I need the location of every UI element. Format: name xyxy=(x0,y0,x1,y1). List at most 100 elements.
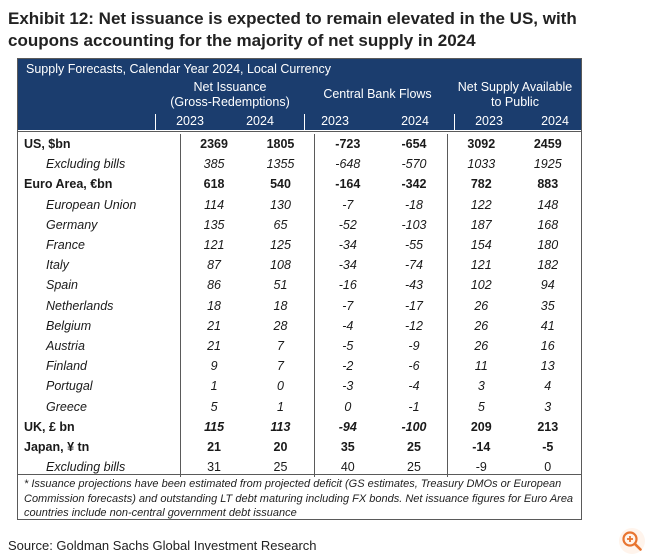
year-header: 2024 xyxy=(401,114,429,128)
cell: 187 xyxy=(447,214,515,235)
row-label: Netherlands xyxy=(46,298,114,313)
table-row: Germany 135 65 -52 -103 187 168 xyxy=(18,214,581,235)
cell: 5 xyxy=(447,396,515,417)
cell: 0 xyxy=(313,396,381,417)
cell: 87 xyxy=(179,255,248,276)
table-row: Japan, ¥ tn 21 20 35 25 -14 -5 xyxy=(18,436,581,457)
cell: 0 xyxy=(277,379,284,394)
net-supply-header: Net Supply Available to Public xyxy=(450,80,580,110)
table-row: Spain 86 51 -16 -43 102 94 xyxy=(18,275,581,296)
table-row: US, $bn 2369 1805 -723 -654 3092 2459 xyxy=(18,134,581,155)
cell: -34 xyxy=(313,255,381,276)
net-issuance-header: Net Issuance (Gross-Redemptions) xyxy=(155,80,305,110)
cell: 41 xyxy=(540,318,555,333)
table-row: Finland 9 7 -2 -6 11 13 xyxy=(18,356,581,377)
cell: 9 xyxy=(179,356,248,377)
cell: 154 xyxy=(447,234,515,256)
cell: 28 xyxy=(273,318,288,333)
exhibit-title: Exhibit 12: Net issuance is expected to … xyxy=(8,9,577,50)
year-header: 2024 xyxy=(246,114,274,128)
cell: 1033 xyxy=(447,154,515,175)
cell: -74 xyxy=(404,258,424,273)
net-supply-line2: to Public xyxy=(491,95,539,109)
cell: 108 xyxy=(270,258,291,273)
cell: 121 xyxy=(447,255,515,276)
central-bank-flows-header: Central Bank Flows xyxy=(323,87,432,101)
year-header: 2023 xyxy=(176,114,204,128)
cell: 540 xyxy=(270,177,291,192)
cell: -100 xyxy=(401,419,427,434)
row-label: Excluding bills xyxy=(46,460,126,475)
zoom-in-icon[interactable] xyxy=(619,528,645,554)
row-label: Euro Area, €bn xyxy=(24,177,113,192)
cell: 114 xyxy=(179,194,248,215)
row-label: UK, £ bn xyxy=(24,419,75,434)
cell: 1 xyxy=(277,399,284,414)
cell: -7 xyxy=(313,194,381,215)
cell: -6 xyxy=(408,359,420,374)
cell: 385 xyxy=(179,154,248,175)
table-row: European Union 114 130 -7 -18 122 148 xyxy=(18,194,581,215)
cell: -34 xyxy=(313,234,381,256)
row-label: US, $bn xyxy=(24,137,71,152)
year-header: 2023 xyxy=(321,114,349,128)
cell: 21 xyxy=(179,436,248,457)
cell: 2369 xyxy=(179,134,248,155)
table-row: Netherlands 18 18 -7 -17 26 35 xyxy=(18,295,581,316)
row-label: Spain xyxy=(46,278,78,293)
row-label: Germany xyxy=(46,217,98,232)
column-divider xyxy=(454,114,455,130)
cell: 94 xyxy=(540,278,555,293)
cell: 102 xyxy=(447,275,515,296)
year-header: 2023 xyxy=(475,114,503,128)
cell: 0 xyxy=(544,460,552,475)
table-header: Supply Forecasts, Calendar Year 2024, Lo… xyxy=(18,59,581,130)
table-row: Excluding bills 385 1355 -648 -570 1033 … xyxy=(18,154,581,175)
cell: 65 xyxy=(273,217,288,232)
net-issuance-line2: (Gross-Redemptions) xyxy=(170,95,290,109)
cell: 25 xyxy=(407,460,421,475)
row-label: Excluding bills xyxy=(46,157,126,172)
cell: 25 xyxy=(407,439,421,454)
row-label: Finland xyxy=(46,359,87,374)
cell: 5 xyxy=(179,396,248,417)
cell: 130 xyxy=(270,197,291,212)
row-label: Austria xyxy=(46,338,85,353)
cell: 11 xyxy=(447,356,515,377)
source-note: Source: Goldman Sachs Global Investment … xyxy=(8,538,317,553)
year-header: 2024 xyxy=(541,114,569,128)
row-label: Belgium xyxy=(46,318,92,333)
cell: 148 xyxy=(537,197,559,212)
cell: 3092 xyxy=(447,134,515,155)
cell: 20 xyxy=(273,439,288,454)
cell: -648 xyxy=(313,154,381,175)
cell: 115 xyxy=(179,416,248,437)
cell: 125 xyxy=(270,238,291,253)
table-row: Greece 5 1 0 -1 5 3 xyxy=(18,396,581,417)
cell: 883 xyxy=(537,177,559,192)
table-row: France 121 125 -34 -55 154 180 xyxy=(18,234,581,256)
cell: 182 xyxy=(537,258,559,273)
cell: 13 xyxy=(540,359,555,374)
cell: 3 xyxy=(544,399,552,414)
footnote: * Issuance projections have been estimat… xyxy=(24,478,574,519)
row-label: Italy xyxy=(46,258,69,273)
cell: 31 xyxy=(179,457,248,478)
cell: -2 xyxy=(313,356,381,377)
cell: -9 xyxy=(408,338,420,353)
cell: -654 xyxy=(401,137,427,152)
cell: -103 xyxy=(401,217,427,232)
cell: 25 xyxy=(273,460,288,475)
cell: 35 xyxy=(313,436,381,457)
table-row: Belgium 21 28 -4 -12 26 41 xyxy=(18,315,581,336)
cell: 7 xyxy=(277,338,284,353)
cell: 113 xyxy=(270,419,291,434)
cell: 26 xyxy=(447,315,515,336)
cell: 51 xyxy=(273,278,288,293)
cell: -5 xyxy=(313,335,381,357)
cell: 35 xyxy=(540,298,555,313)
cell: 1 xyxy=(179,376,248,397)
cell: 21 xyxy=(179,335,248,357)
table-row: Austria 21 7 -5 -9 26 16 xyxy=(18,335,581,357)
net-supply-line1: Net Supply Available xyxy=(457,80,573,94)
